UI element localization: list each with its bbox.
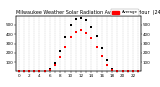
Text: Milwaukee Weather Solar Radiation Average  per Hour  (24 Hours): Milwaukee Weather Solar Radiation Averag…: [16, 10, 160, 15]
Point: [23, 71, 25, 72]
Point: [43, 71, 46, 72]
Point: [132, 71, 134, 72]
Point: [132, 71, 134, 72]
Point: [116, 70, 119, 72]
Point: [111, 68, 113, 69]
Point: [90, 38, 93, 39]
Point: [17, 71, 20, 72]
Point: [137, 71, 140, 72]
Point: [95, 46, 98, 47]
Point: [28, 71, 30, 72]
Point: [69, 37, 72, 38]
Point: [48, 69, 51, 70]
Point: [38, 71, 41, 72]
Point: [75, 19, 77, 20]
Point: [106, 64, 108, 65]
Point: [90, 26, 93, 27]
Point: [106, 60, 108, 61]
Point: [111, 69, 113, 70]
Point: [121, 71, 124, 72]
Point: [33, 71, 36, 72]
Point: [64, 46, 67, 47]
Point: [28, 71, 30, 72]
Point: [85, 32, 88, 33]
Point: [59, 56, 61, 58]
Point: [38, 71, 41, 72]
Point: [80, 29, 82, 31]
Point: [75, 31, 77, 33]
Point: [116, 70, 119, 72]
Point: [54, 62, 56, 64]
Point: [23, 71, 25, 72]
Point: [54, 65, 56, 66]
Point: [85, 20, 88, 21]
Point: [137, 71, 140, 72]
Legend: Average: Average: [111, 9, 139, 16]
Point: [127, 71, 129, 72]
Point: [48, 70, 51, 71]
Point: [33, 71, 36, 72]
Point: [69, 24, 72, 26]
Point: [59, 50, 61, 52]
Point: [100, 47, 103, 49]
Point: [95, 35, 98, 37]
Point: [121, 71, 124, 72]
Point: [43, 70, 46, 72]
Point: [127, 71, 129, 72]
Point: [17, 71, 20, 72]
Point: [100, 55, 103, 57]
Point: [64, 36, 67, 38]
Point: [80, 17, 82, 18]
